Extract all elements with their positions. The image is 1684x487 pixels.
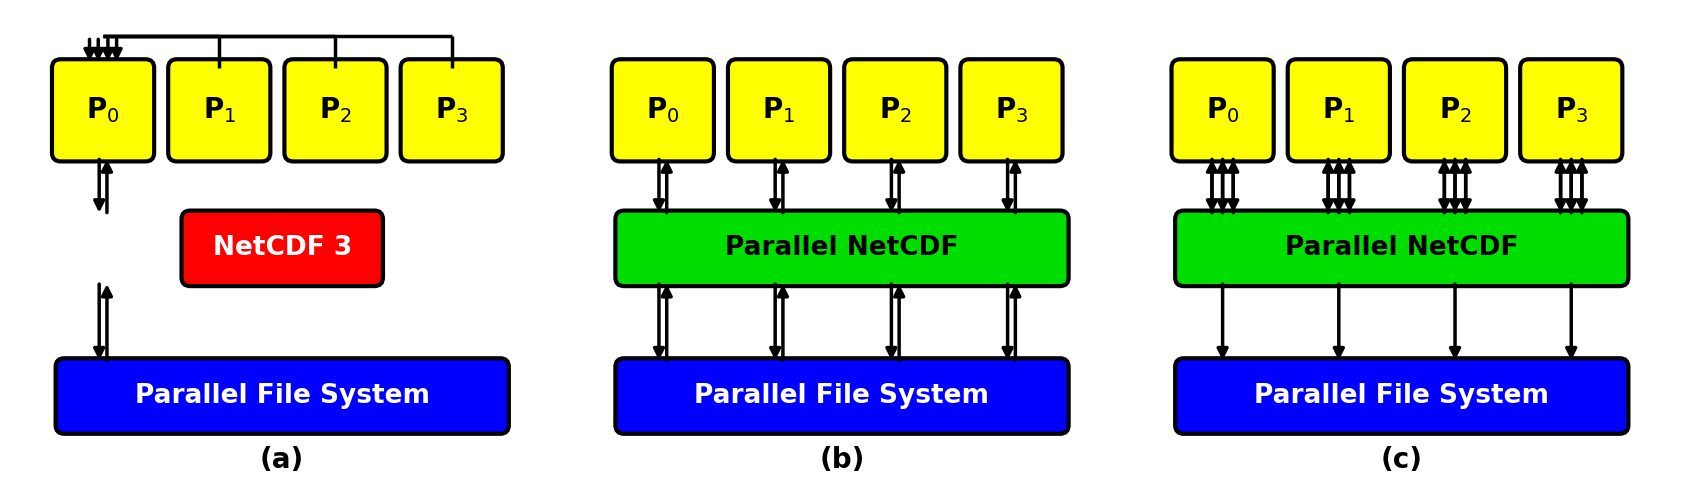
FancyBboxPatch shape: [285, 59, 387, 161]
Text: P$_3$: P$_3$: [995, 95, 1029, 125]
Text: P$_2$: P$_2$: [1438, 95, 1472, 125]
Text: Parallel NetCDF: Parallel NetCDF: [1285, 235, 1519, 262]
Text: P$_1$: P$_1$: [202, 95, 236, 125]
Text: (a): (a): [259, 446, 305, 473]
FancyBboxPatch shape: [615, 358, 1069, 434]
FancyBboxPatch shape: [182, 210, 382, 286]
Text: P$_0$: P$_0$: [86, 95, 120, 125]
FancyBboxPatch shape: [1175, 358, 1628, 434]
FancyBboxPatch shape: [611, 59, 714, 161]
Text: (c): (c): [1381, 446, 1423, 473]
FancyBboxPatch shape: [615, 210, 1069, 286]
Text: P$_1$: P$_1$: [763, 95, 795, 125]
FancyBboxPatch shape: [401, 59, 504, 161]
Text: P$_0$: P$_0$: [647, 95, 680, 125]
FancyBboxPatch shape: [727, 59, 830, 161]
FancyBboxPatch shape: [168, 59, 271, 161]
FancyBboxPatch shape: [52, 59, 155, 161]
Text: P$_3$: P$_3$: [1554, 95, 1588, 125]
FancyBboxPatch shape: [1172, 59, 1273, 161]
Text: P$_3$: P$_3$: [434, 95, 468, 125]
Text: Parallel File System: Parallel File System: [135, 383, 429, 409]
Text: Parallel File System: Parallel File System: [694, 383, 990, 409]
FancyBboxPatch shape: [56, 358, 509, 434]
FancyBboxPatch shape: [1521, 59, 1622, 161]
FancyBboxPatch shape: [1404, 59, 1505, 161]
FancyBboxPatch shape: [960, 59, 1063, 161]
Text: P$_2$: P$_2$: [879, 95, 911, 125]
Text: P$_0$: P$_0$: [1206, 95, 1239, 125]
FancyBboxPatch shape: [1288, 59, 1389, 161]
FancyBboxPatch shape: [1175, 210, 1628, 286]
Text: Parallel NetCDF: Parallel NetCDF: [726, 235, 958, 262]
Text: NetCDF 3: NetCDF 3: [212, 235, 352, 262]
Text: P$_2$: P$_2$: [318, 95, 352, 125]
Text: Parallel File System: Parallel File System: [1255, 383, 1549, 409]
Text: (b): (b): [820, 446, 864, 473]
Text: P$_1$: P$_1$: [1322, 95, 1356, 125]
FancyBboxPatch shape: [844, 59, 946, 161]
